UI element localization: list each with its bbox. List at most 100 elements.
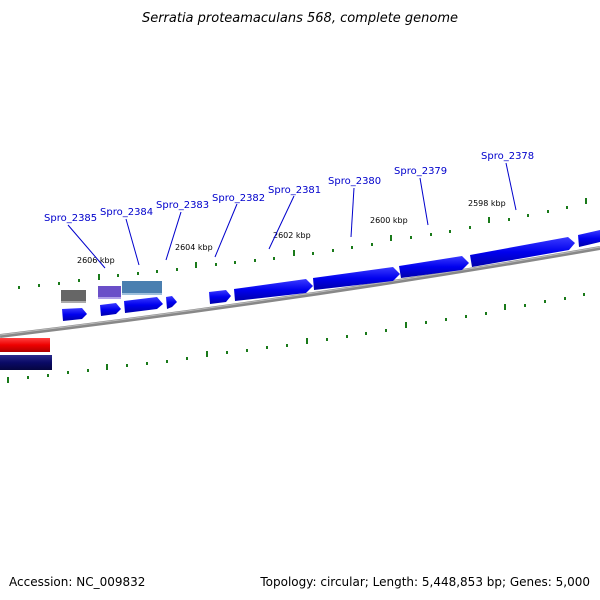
- gene-arrow[interactable]: [209, 290, 231, 304]
- tick-mark: [405, 322, 407, 328]
- genome-summary-text: Topology: circular; Length: 5,448,853 bp…: [259, 575, 590, 589]
- gene-arrow[interactable]: [234, 279, 313, 301]
- gray-feature[interactable]: [61, 290, 86, 302]
- purple-feature[interactable]: [98, 286, 121, 298]
- tick-mark: [488, 217, 490, 223]
- tick-mark: [583, 293, 585, 296]
- tick-mark: [234, 261, 236, 264]
- kbp-label: 2600 kbp: [370, 216, 408, 225]
- tick-mark: [385, 329, 387, 332]
- steel-feature-shade: [122, 293, 162, 295]
- gene-label[interactable]: Spro_2379: [394, 166, 447, 177]
- steel-feature[interactable]: [122, 281, 162, 294]
- tick-mark: [469, 226, 471, 229]
- tick-mark: [166, 360, 168, 363]
- tick-mark: [215, 263, 217, 266]
- tick-mark: [176, 268, 178, 271]
- tick-mark: [410, 236, 412, 239]
- tick-mark: [312, 252, 314, 255]
- tick-mark: [430, 233, 432, 236]
- tick-mark: [246, 349, 248, 352]
- tick-mark: [293, 250, 295, 256]
- gene-label[interactable]: Spro_2385: [44, 213, 97, 224]
- tick-mark: [137, 272, 139, 275]
- gene-label[interactable]: Spro_2378: [481, 151, 534, 162]
- tick-mark: [547, 210, 549, 213]
- tick-mark: [87, 369, 89, 372]
- gene-label[interactable]: Spro_2381: [268, 185, 321, 196]
- genome-backbone-highlight: [0, 246, 600, 336]
- gene-label[interactable]: Spro_2380: [328, 176, 381, 187]
- tick-mark: [98, 274, 100, 280]
- gene-arrow[interactable]: [62, 308, 87, 321]
- tick-mark: [445, 318, 447, 321]
- gene-label[interactable]: Spro_2384: [100, 207, 153, 218]
- accession-text: Accession: NC_009832: [9, 575, 145, 589]
- tick-mark: [449, 230, 451, 233]
- tick-mark: [485, 312, 487, 315]
- tick-mark: [47, 374, 49, 377]
- kbp-label: 2604 kbp: [175, 243, 213, 252]
- tick-mark: [117, 274, 119, 277]
- tick-mark: [226, 351, 228, 354]
- tick-mark: [390, 235, 392, 241]
- tick-mark: [508, 218, 510, 221]
- gene-arrow[interactable]: [100, 303, 121, 316]
- tick-mark: [585, 198, 587, 204]
- tick-mark: [266, 346, 268, 349]
- gene-arrow[interactable]: [124, 297, 163, 313]
- tick-mark: [504, 304, 506, 310]
- tick-mark: [186, 357, 188, 360]
- tick-mark: [524, 304, 526, 307]
- tick-mark: [254, 259, 256, 262]
- tick-mark: [7, 377, 9, 383]
- tick-mark: [332, 249, 334, 252]
- tick-mark: [106, 364, 108, 370]
- gray-feature-shade: [61, 301, 86, 303]
- leader-line: [165, 211, 182, 261]
- gene-arrow[interactable]: [399, 256, 469, 278]
- tick-mark: [78, 279, 80, 282]
- tick-mark: [326, 338, 328, 341]
- tick-mark: [465, 315, 467, 318]
- leader-line: [268, 195, 295, 250]
- tick-mark: [306, 338, 308, 344]
- red-feature[interactable]: [0, 338, 50, 352]
- tick-mark: [371, 243, 373, 246]
- leader-line: [125, 218, 140, 266]
- tick-mark: [67, 371, 69, 374]
- gene-label-leaders: [67, 162, 517, 269]
- tick-mark: [58, 282, 60, 285]
- gene-arrow[interactable]: [578, 230, 600, 247]
- leader-line: [214, 203, 238, 258]
- gene-arrow[interactable]: [470, 237, 575, 267]
- tick-mark: [27, 376, 29, 379]
- leader-line: [419, 177, 429, 226]
- gene-label[interactable]: Spro_2382: [212, 193, 265, 204]
- tick-mark: [286, 344, 288, 347]
- tick-mark: [566, 206, 568, 209]
- genome-backbone: [0, 246, 600, 338]
- tick-mark: [156, 270, 158, 273]
- gene-arrow[interactable]: [313, 267, 400, 290]
- tick-row-outer: [18, 198, 587, 289]
- genome-title: Serratia proteamaculans 568, complete ge…: [142, 11, 458, 26]
- tick-mark: [544, 300, 546, 303]
- tick-mark: [18, 286, 20, 289]
- tick-mark: [564, 297, 566, 300]
- tick-mark: [527, 214, 529, 217]
- leader-line: [67, 224, 106, 269]
- gene-label[interactable]: Spro_2383: [156, 200, 209, 211]
- tick-row-inner: [7, 293, 585, 383]
- navy-feature[interactable]: [0, 355, 52, 370]
- gene-arrow[interactable]: [166, 296, 177, 309]
- reverse-strand-genes: [62, 296, 177, 321]
- tick-mark: [38, 284, 40, 287]
- forward-strand-genes: [209, 230, 600, 304]
- tick-mark: [195, 262, 197, 268]
- tick-mark: [425, 321, 427, 324]
- kbp-label: 2602 kbp: [273, 231, 311, 240]
- tick-mark: [351, 246, 353, 249]
- tick-mark: [365, 332, 367, 335]
